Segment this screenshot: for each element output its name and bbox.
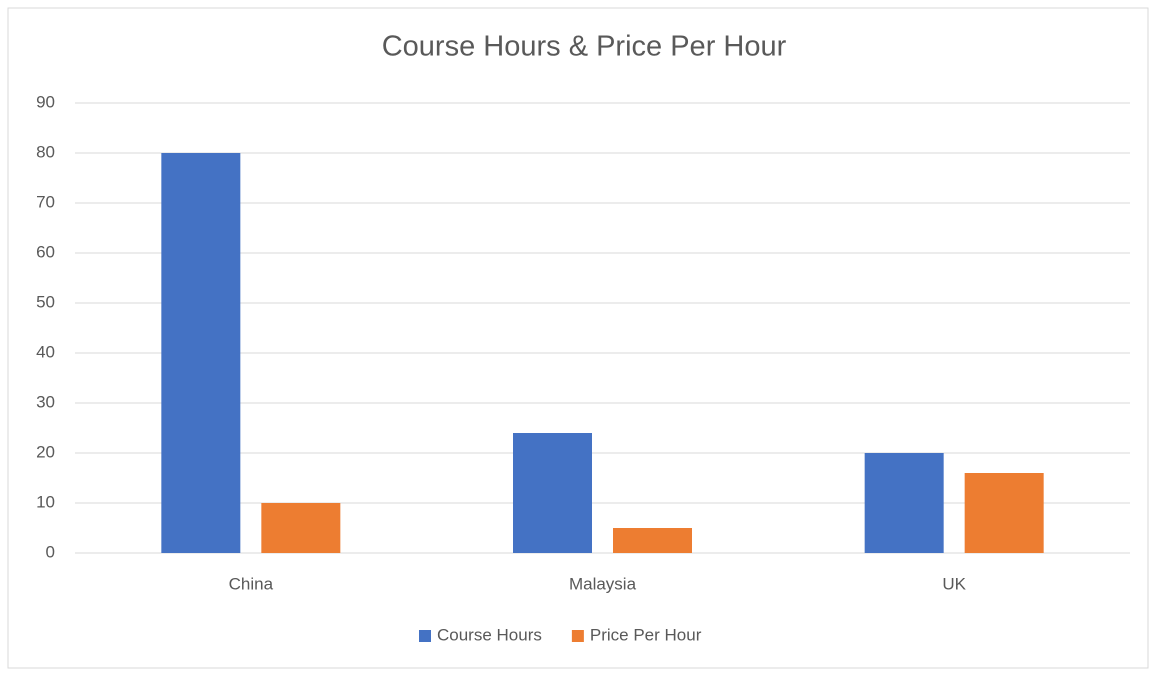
y-tick-label: 50 bbox=[36, 292, 55, 311]
legend-label: Course Hours bbox=[437, 625, 542, 644]
y-tick-label: 70 bbox=[36, 192, 55, 211]
y-tick-label: 20 bbox=[36, 442, 55, 461]
bar bbox=[513, 433, 592, 553]
bar bbox=[161, 153, 241, 553]
y-tick-label: 0 bbox=[46, 542, 55, 561]
y-tick-label: 40 bbox=[36, 342, 55, 361]
bar bbox=[864, 453, 944, 553]
bar bbox=[964, 473, 1044, 553]
legend-label: Price Per Hour bbox=[590, 625, 702, 644]
x-tick-label: China bbox=[229, 574, 274, 593]
y-tick-label: 90 bbox=[36, 92, 55, 111]
y-tick-label: 10 bbox=[36, 492, 55, 511]
y-tick-label: 60 bbox=[36, 242, 55, 261]
legend-swatch bbox=[571, 630, 584, 642]
y-tick-label: 80 bbox=[36, 142, 55, 161]
bar bbox=[261, 503, 341, 553]
x-tick-label: Malaysia bbox=[569, 574, 637, 593]
legend-swatch bbox=[419, 630, 431, 642]
bar bbox=[613, 528, 692, 553]
x-tick-label: UK bbox=[942, 574, 966, 593]
y-tick-label: 30 bbox=[36, 392, 55, 411]
chart-title: Course Hours & Price Per Hour bbox=[382, 31, 787, 63]
